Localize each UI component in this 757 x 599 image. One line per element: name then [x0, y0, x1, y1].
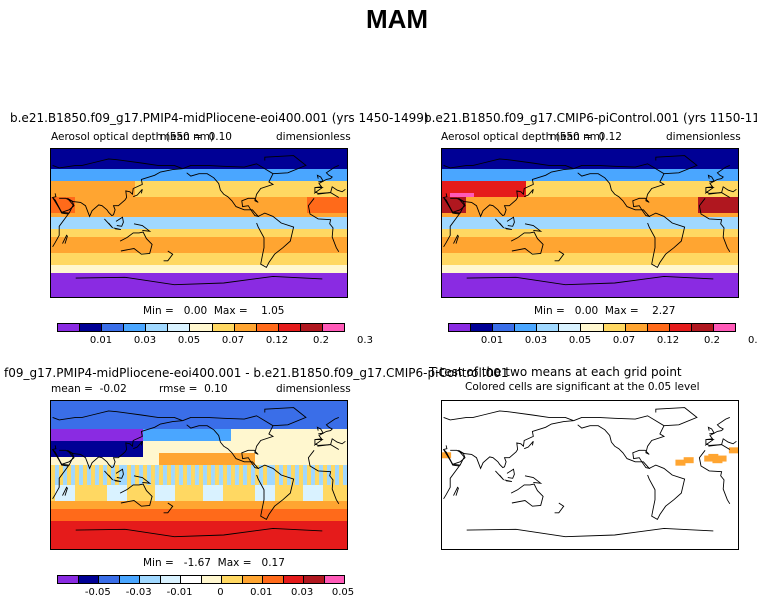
panel-2-colorbar-tick-label: 0.3	[748, 335, 757, 346]
panel-2-field	[442, 149, 738, 297]
panel-3-colorbar-swatch	[283, 576, 304, 583]
panel-1-colorbar-swatch	[124, 324, 147, 331]
panel-2-colorbar-swatch	[603, 324, 626, 331]
panel-3-colorbar-swatch	[242, 576, 263, 583]
panel-3-map-svg	[51, 401, 347, 549]
panel-1-colorbar-tick-label: 0.3	[357, 335, 373, 346]
panel-2-colorbar-swatch	[625, 324, 648, 331]
panel-2-colorbar-swatch	[691, 324, 714, 331]
panel-3-colorbar-swatch	[324, 576, 344, 583]
panel-2-colorbar-swatch	[449, 324, 472, 331]
panel-2-colorbar-tick-label: 0.07	[612, 335, 636, 346]
panel-1-colorbar-swatch	[146, 324, 169, 331]
panel-2-colorbar-swatch	[515, 324, 538, 331]
panel-2-colorbar-tick-label: 0.01	[480, 335, 504, 346]
panel-3-colorbar-tick-label: 0.05	[331, 587, 355, 598]
panel-1-units: dimensionless	[276, 131, 351, 143]
panel-1-colorbar-tick-label: 0.01	[89, 335, 113, 346]
panel-2-colorbar-tick-label: 0.12	[656, 335, 680, 346]
panel-3-colorbar-swatch	[140, 576, 161, 583]
figure-title: MAM	[366, 4, 429, 34]
panel-3-map	[50, 400, 348, 550]
panel-3-colorbar-swatch	[181, 576, 202, 583]
panel-4-map	[441, 400, 739, 550]
panel-2-colorbar-tick-label: 0.2	[704, 335, 720, 346]
panel-3-colorbar-swatch	[201, 576, 222, 583]
panel-1-title: b.e21.B1850.f09_g17.PMIP4-midPliocene-eo…	[10, 111, 429, 125]
panel-1-field	[51, 149, 347, 297]
panel-3-colorbar-tick-label: 0	[217, 587, 224, 598]
panel-2-colorbar-swatch	[581, 324, 604, 331]
panel-3-colorbar-tick-label: 0.03	[291, 587, 314, 598]
panel-1-colorbar-swatch	[212, 324, 235, 331]
panel-3-colorbar-tick-label: -0.03	[125, 587, 152, 598]
panel-1-colorbar-tick-label: 0.2	[313, 335, 329, 346]
panel-1-colorbar-swatch	[300, 324, 323, 331]
panel-4-coastlines	[442, 407, 737, 538]
panel-2-colorbar-swatch	[471, 324, 494, 331]
panel-2-title: b.e21.B1850.f09_g17.CMIP6-piControl.001 …	[424, 111, 757, 125]
panel-3-colorbar-swatch	[58, 576, 79, 583]
panel-3-field	[51, 401, 347, 549]
panel-2-units: dimensionless	[666, 131, 741, 143]
panel-2-mean: mean = 0.12	[550, 131, 622, 143]
panel-1-variable: Aerosol optical depth (550 nm)	[51, 131, 215, 143]
panel-2-colorbar-swatch	[669, 324, 692, 331]
panel-2-colorbar	[448, 323, 736, 332]
panel-1-colorbar-swatch	[234, 324, 257, 331]
panel-1-colorbar-swatch	[278, 324, 301, 331]
panel-2-variable: Aerosol optical depth (550 nm)	[441, 131, 605, 143]
panel-1-colorbar-swatch	[102, 324, 125, 331]
panel-2-colorbar-swatch	[493, 324, 516, 331]
panel-1-colorbar	[57, 323, 345, 332]
panel-1-mean: mean = 0.10	[160, 131, 232, 143]
panel-1-colorbar-swatch	[256, 324, 279, 331]
panel-3-colorbar-swatch	[263, 576, 284, 583]
panel-3-colorbar-swatch	[78, 576, 99, 583]
panel-2-colorbar-swatch	[647, 324, 670, 331]
panel-4-significant-cells	[442, 447, 738, 466]
panel-3-title: f09_g17.PMIP4-midPliocene-eoi400.001 - b…	[4, 366, 509, 380]
panel-2-colorbar-tick-label: 0.03	[524, 335, 548, 346]
panel-2-map-svg	[442, 149, 738, 297]
panel-1-colorbar-swatch	[322, 324, 345, 331]
panel-1-coastlines	[51, 155, 346, 286]
panel-2-colorbar-swatch	[537, 324, 560, 331]
panel-1-colorbar-tick-label: 0.03	[133, 335, 157, 346]
panel-2-minmax: Min = 0.00 Max = 2.27	[534, 305, 676, 317]
panel-2-coastlines	[442, 155, 737, 286]
panel-2-colorbar-swatch	[559, 324, 582, 331]
panel-3-colorbar-swatch	[99, 576, 120, 583]
panel-1-minmax: Min = 0.00 Max = 1.05	[143, 305, 285, 317]
panel-3-coastlines	[51, 407, 346, 538]
panel-1-colorbar-tick-label: 0.07	[221, 335, 245, 346]
panel-3-minmax: Min = -1.67 Max = 0.17	[143, 557, 285, 569]
panel-4-subtitle: Colored cells are significant at the 0.0…	[465, 381, 700, 393]
panel-1-colorbar-tick-label: 0.12	[265, 335, 289, 346]
panel-3-colorbar-swatch	[119, 576, 140, 583]
panel-2-colorbar-swatch	[713, 324, 736, 331]
panel-3-colorbar	[57, 575, 345, 584]
panel-3-colorbar-swatch	[222, 576, 243, 583]
panel-4-background	[442, 401, 738, 549]
panel-2-map	[441, 148, 739, 298]
panel-3-rmse: rmse = 0.10	[159, 383, 228, 395]
panel-3-colorbar-tick-label: -0.05	[84, 587, 111, 598]
panel-3-colorbar-swatch	[160, 576, 181, 583]
panel-1-map	[50, 148, 348, 298]
panel-3-colorbar-tick-label: 0.01	[250, 587, 273, 598]
panel-4-map-svg	[442, 401, 738, 549]
panel-3-colorbar-swatch	[304, 576, 325, 583]
panel-4-title: T-test of the two means at each grid poi…	[429, 365, 682, 379]
panel-3-units: dimensionless	[276, 383, 351, 395]
panel-1-map-svg	[51, 149, 347, 297]
panel-3-colorbar-tick-label: -0.01	[166, 587, 193, 598]
panel-1-colorbar-tick-label: 0.05	[177, 335, 201, 346]
panel-1-colorbar-swatch	[58, 324, 81, 331]
panel-1-colorbar-swatch	[168, 324, 191, 331]
panel-1-colorbar-swatch	[190, 324, 213, 331]
panel-3-mean: mean = -0.02	[51, 383, 127, 395]
panel-1-colorbar-swatch	[80, 324, 103, 331]
panel-2-colorbar-tick-label: 0.05	[568, 335, 592, 346]
